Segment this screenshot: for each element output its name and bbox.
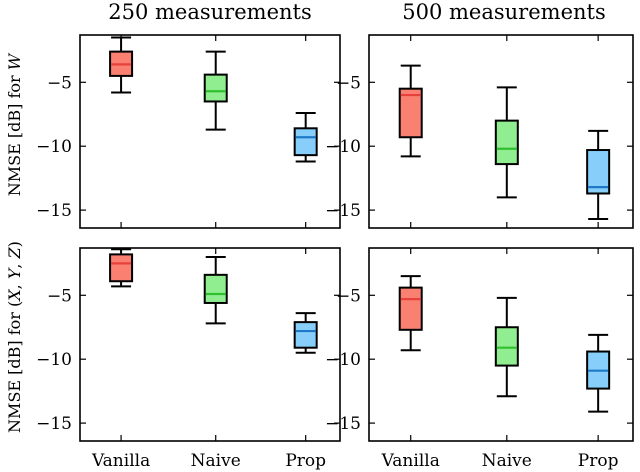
box-prop bbox=[293, 312, 318, 354]
x-tick-label: Prop bbox=[578, 451, 619, 471]
x-tick-label: Naive bbox=[482, 451, 532, 471]
box-naive bbox=[203, 50, 228, 131]
y-tick-label: −5 bbox=[47, 73, 72, 93]
box-iqr bbox=[586, 149, 611, 195]
y-tick-label: −15 bbox=[36, 201, 72, 221]
x-tick-label: Vanilla bbox=[91, 451, 150, 471]
y-tick-label: −5 bbox=[47, 286, 72, 306]
box-prop bbox=[586, 333, 611, 413]
y-tick-label: −10 bbox=[325, 137, 361, 157]
box-vanilla bbox=[398, 275, 423, 352]
x-tick-label: Prop bbox=[285, 451, 326, 471]
box-naive bbox=[494, 86, 519, 199]
x-tick-label: Vanilla bbox=[381, 451, 440, 471]
box-iqr bbox=[109, 253, 134, 283]
y-tick-label: −15 bbox=[325, 414, 361, 434]
axes-frame bbox=[368, 247, 634, 442]
title-250: 250 measurements bbox=[108, 0, 311, 24]
box-prop bbox=[586, 129, 611, 221]
panel-3: −5 −10 −15 Vanilla Naive Prop bbox=[325, 247, 634, 471]
box-iqr bbox=[398, 87, 423, 139]
panel-0: −5 −10 −15 bbox=[36, 34, 341, 229]
axes-frame bbox=[368, 34, 634, 229]
y-tick-label: −15 bbox=[36, 414, 72, 434]
box-iqr bbox=[293, 321, 318, 349]
box-vanilla bbox=[109, 36, 134, 94]
panel-2: −5 −10 −15 Vanilla Naive Prop bbox=[36, 247, 341, 471]
ylabel-xyz: NMSE [dB] for (X, Y, Z) bbox=[5, 241, 24, 433]
box-iqr bbox=[203, 273, 228, 304]
y-tick-label: −10 bbox=[36, 350, 72, 370]
box-iqr bbox=[293, 127, 318, 157]
y-tick-label: −10 bbox=[36, 137, 72, 157]
box-prop bbox=[293, 111, 318, 163]
box-vanilla bbox=[109, 248, 134, 288]
axes-frame bbox=[79, 247, 341, 442]
box-naive bbox=[203, 255, 228, 325]
y-tick-label: −5 bbox=[336, 73, 361, 93]
ylabel-w: NMSE [dB] for W bbox=[5, 52, 24, 196]
box-iqr bbox=[203, 73, 228, 103]
x-tick-label: Naive bbox=[191, 451, 241, 471]
box-naive bbox=[494, 296, 519, 398]
box-vanilla bbox=[398, 64, 423, 158]
box-iqr bbox=[398, 286, 423, 331]
axes-frame bbox=[79, 34, 341, 229]
y-tick-label: −15 bbox=[325, 201, 361, 221]
title-500: 500 measurements bbox=[402, 0, 605, 24]
box-iqr bbox=[494, 119, 519, 166]
panel-1: −5 −10 −15 bbox=[325, 34, 634, 229]
y-tick-label: −5 bbox=[336, 286, 361, 306]
box-iqr bbox=[494, 326, 519, 367]
y-tick-label: −10 bbox=[325, 350, 361, 370]
